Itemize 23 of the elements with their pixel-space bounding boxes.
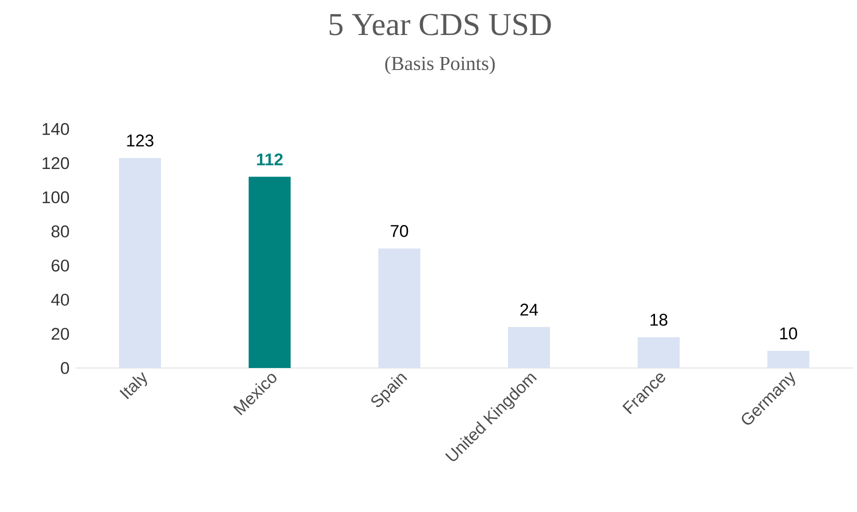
y-tick-label: 140	[42, 123, 69, 135]
x-tick-label: Italy	[120, 372, 148, 400]
y-tick-label: 40	[51, 294, 69, 306]
data-label: 112	[257, 153, 283, 166]
chart-subtitle: (Basis Points)	[385, 56, 495, 74]
bar	[767, 350, 810, 368]
chart-title: 5 Year CDS USD	[330, 14, 551, 36]
data-label: 123	[127, 134, 154, 147]
bar	[119, 158, 161, 368]
data-label: 18	[650, 314, 668, 326]
y-tick-label: 0	[60, 362, 69, 374]
bar	[508, 327, 550, 368]
y-tick-label: 120	[42, 157, 69, 170]
bar	[378, 248, 420, 368]
data-label: 70	[390, 224, 408, 237]
y-tick-label: 60	[52, 260, 69, 272]
data-label: 24	[520, 304, 538, 316]
y-tick-label: 20	[52, 328, 69, 340]
data-label: 10	[780, 327, 798, 340]
y-tick-label: 80	[52, 225, 69, 238]
bar	[248, 176, 291, 368]
y-tick-label: 100	[42, 191, 69, 204]
bar	[638, 337, 680, 368]
